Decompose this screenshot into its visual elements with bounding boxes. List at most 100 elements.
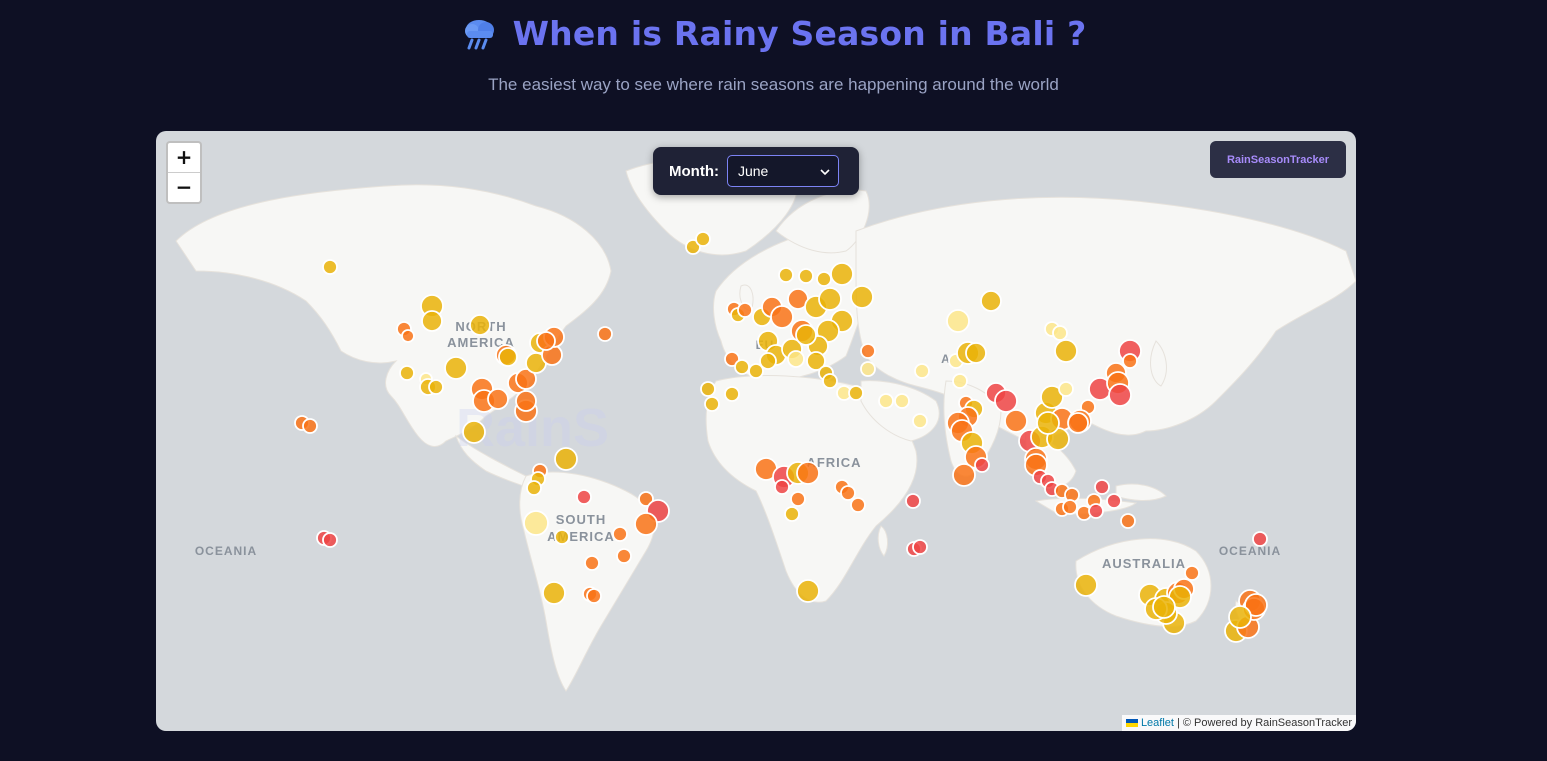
rain-marker[interactable] bbox=[1252, 531, 1268, 547]
rain-marker[interactable] bbox=[704, 396, 720, 412]
rain-marker[interactable] bbox=[586, 588, 602, 604]
rain-marker[interactable] bbox=[322, 532, 338, 548]
rain-marker[interactable] bbox=[487, 388, 509, 410]
rain-marker[interactable] bbox=[784, 506, 800, 522]
rain-marker[interactable] bbox=[1054, 339, 1078, 363]
rain-marker[interactable] bbox=[1152, 595, 1176, 619]
rain-marker[interactable] bbox=[770, 305, 794, 329]
rain-marker[interactable] bbox=[542, 581, 566, 605]
rain-marker[interactable] bbox=[515, 390, 537, 412]
rain-marker[interactable] bbox=[1122, 353, 1138, 369]
rain-marker[interactable] bbox=[914, 363, 930, 379]
rain-marker[interactable] bbox=[1052, 325, 1068, 341]
rain-marker[interactable] bbox=[1074, 573, 1098, 597]
rain-marker[interactable] bbox=[912, 413, 928, 429]
rain-marker[interactable] bbox=[965, 342, 987, 364]
rain-marker[interactable] bbox=[597, 326, 613, 342]
month-select[interactable]: June bbox=[726, 155, 839, 187]
rain-marker[interactable] bbox=[759, 352, 777, 370]
rain-marker[interactable] bbox=[1094, 479, 1110, 495]
rain-marker[interactable] bbox=[850, 497, 866, 513]
rain-marker[interactable] bbox=[536, 331, 556, 351]
rain-marker[interactable] bbox=[724, 386, 740, 402]
rain-marker[interactable] bbox=[1228, 605, 1252, 629]
rain-marker[interactable] bbox=[822, 373, 838, 389]
rain-marker[interactable] bbox=[1106, 493, 1122, 509]
rain-marker[interactable] bbox=[576, 489, 592, 505]
leaflet-link[interactable]: Leaflet bbox=[1140, 717, 1174, 729]
rain-marker[interactable] bbox=[685, 239, 701, 255]
rain-marker[interactable] bbox=[444, 356, 468, 380]
rain-marker[interactable] bbox=[796, 579, 820, 603]
rain-marker[interactable] bbox=[302, 418, 318, 434]
rain-marker[interactable] bbox=[734, 359, 750, 375]
rain-marker[interactable] bbox=[796, 461, 820, 485]
rain-marker[interactable] bbox=[695, 231, 711, 247]
rain-marker[interactable] bbox=[952, 463, 976, 487]
rain-marker[interactable] bbox=[774, 479, 790, 495]
rain-marker[interactable] bbox=[1062, 499, 1078, 515]
rain-marker[interactable] bbox=[1058, 381, 1074, 397]
rain-marker[interactable] bbox=[1244, 593, 1268, 617]
rain-marker[interactable] bbox=[634, 512, 658, 536]
rain-marker[interactable] bbox=[790, 491, 806, 507]
rain-marker[interactable] bbox=[778, 267, 794, 283]
rain-marker[interactable] bbox=[894, 393, 910, 409]
rain-marker[interactable] bbox=[1120, 513, 1136, 529]
rain-marker[interactable] bbox=[905, 493, 921, 509]
rain-marker[interactable] bbox=[526, 480, 542, 496]
rain-marker[interactable] bbox=[584, 555, 600, 571]
rain-marker[interactable] bbox=[848, 385, 864, 401]
rain-marker[interactable] bbox=[860, 361, 876, 377]
rain-marker[interactable] bbox=[469, 314, 491, 336]
rain-marker[interactable] bbox=[912, 539, 928, 555]
map-canvas[interactable]: RainS NORTH AMERICA SOUTH AMERICA AFRICA… bbox=[156, 131, 1356, 731]
rain-marker[interactable] bbox=[850, 285, 874, 309]
rain-marker[interactable] bbox=[980, 290, 1002, 312]
rain-marker[interactable] bbox=[816, 271, 832, 287]
rain-marker[interactable] bbox=[860, 343, 876, 359]
rain-marker[interactable] bbox=[638, 491, 654, 507]
rain-marker[interactable] bbox=[1108, 383, 1132, 407]
rain-marker[interactable] bbox=[612, 526, 628, 542]
rain-marker[interactable] bbox=[1036, 411, 1060, 435]
rain-marker[interactable] bbox=[700, 381, 716, 397]
rain-marker[interactable] bbox=[795, 324, 817, 346]
brand-badge[interactable]: RainSeasonTracker bbox=[1210, 141, 1346, 178]
rain-marker[interactable] bbox=[616, 548, 632, 564]
rain-marker[interactable] bbox=[1088, 503, 1104, 519]
zoom-in-button[interactable]: + bbox=[175, 145, 193, 169]
rain-marker[interactable] bbox=[946, 309, 970, 333]
map-attribution: Leaflet | © Powered by RainSeasonTracker bbox=[1121, 715, 1356, 731]
world-map[interactable]: RainS NORTH AMERICA SOUTH AMERICA AFRICA… bbox=[156, 131, 1356, 731]
rain-marker[interactable] bbox=[554, 447, 578, 471]
rain-marker[interactable] bbox=[421, 310, 443, 332]
rain-marker[interactable] bbox=[724, 351, 740, 367]
rain-marker[interactable] bbox=[1040, 385, 1064, 409]
rain-marker[interactable] bbox=[974, 457, 990, 473]
zoom-out-button[interactable]: − bbox=[168, 172, 200, 202]
rain-marker[interactable] bbox=[952, 373, 968, 389]
rain-marker[interactable] bbox=[994, 389, 1018, 413]
rain-marker[interactable] bbox=[428, 379, 444, 395]
rain-marker[interactable] bbox=[523, 510, 549, 536]
rain-marker[interactable] bbox=[515, 368, 537, 390]
rain-marker[interactable] bbox=[322, 259, 338, 275]
rain-marker[interactable] bbox=[748, 363, 764, 379]
rain-marker[interactable] bbox=[818, 287, 842, 311]
rain-marker[interactable] bbox=[1004, 409, 1028, 433]
rain-marker[interactable] bbox=[840, 485, 856, 501]
rain-marker[interactable] bbox=[1067, 412, 1089, 434]
rain-marker[interactable] bbox=[554, 529, 570, 545]
rain-marker[interactable] bbox=[498, 347, 518, 367]
rain-marker[interactable] bbox=[798, 268, 814, 284]
rain-marker[interactable] bbox=[787, 350, 805, 368]
rain-marker[interactable] bbox=[737, 302, 753, 318]
rain-marker[interactable] bbox=[806, 351, 826, 371]
rain-marker[interactable] bbox=[1184, 565, 1200, 581]
rain-marker[interactable] bbox=[878, 393, 894, 409]
rain-marker[interactable] bbox=[401, 329, 415, 343]
rain-marker[interactable] bbox=[830, 262, 854, 286]
rain-marker[interactable] bbox=[399, 365, 415, 381]
rain-marker[interactable] bbox=[462, 420, 486, 444]
